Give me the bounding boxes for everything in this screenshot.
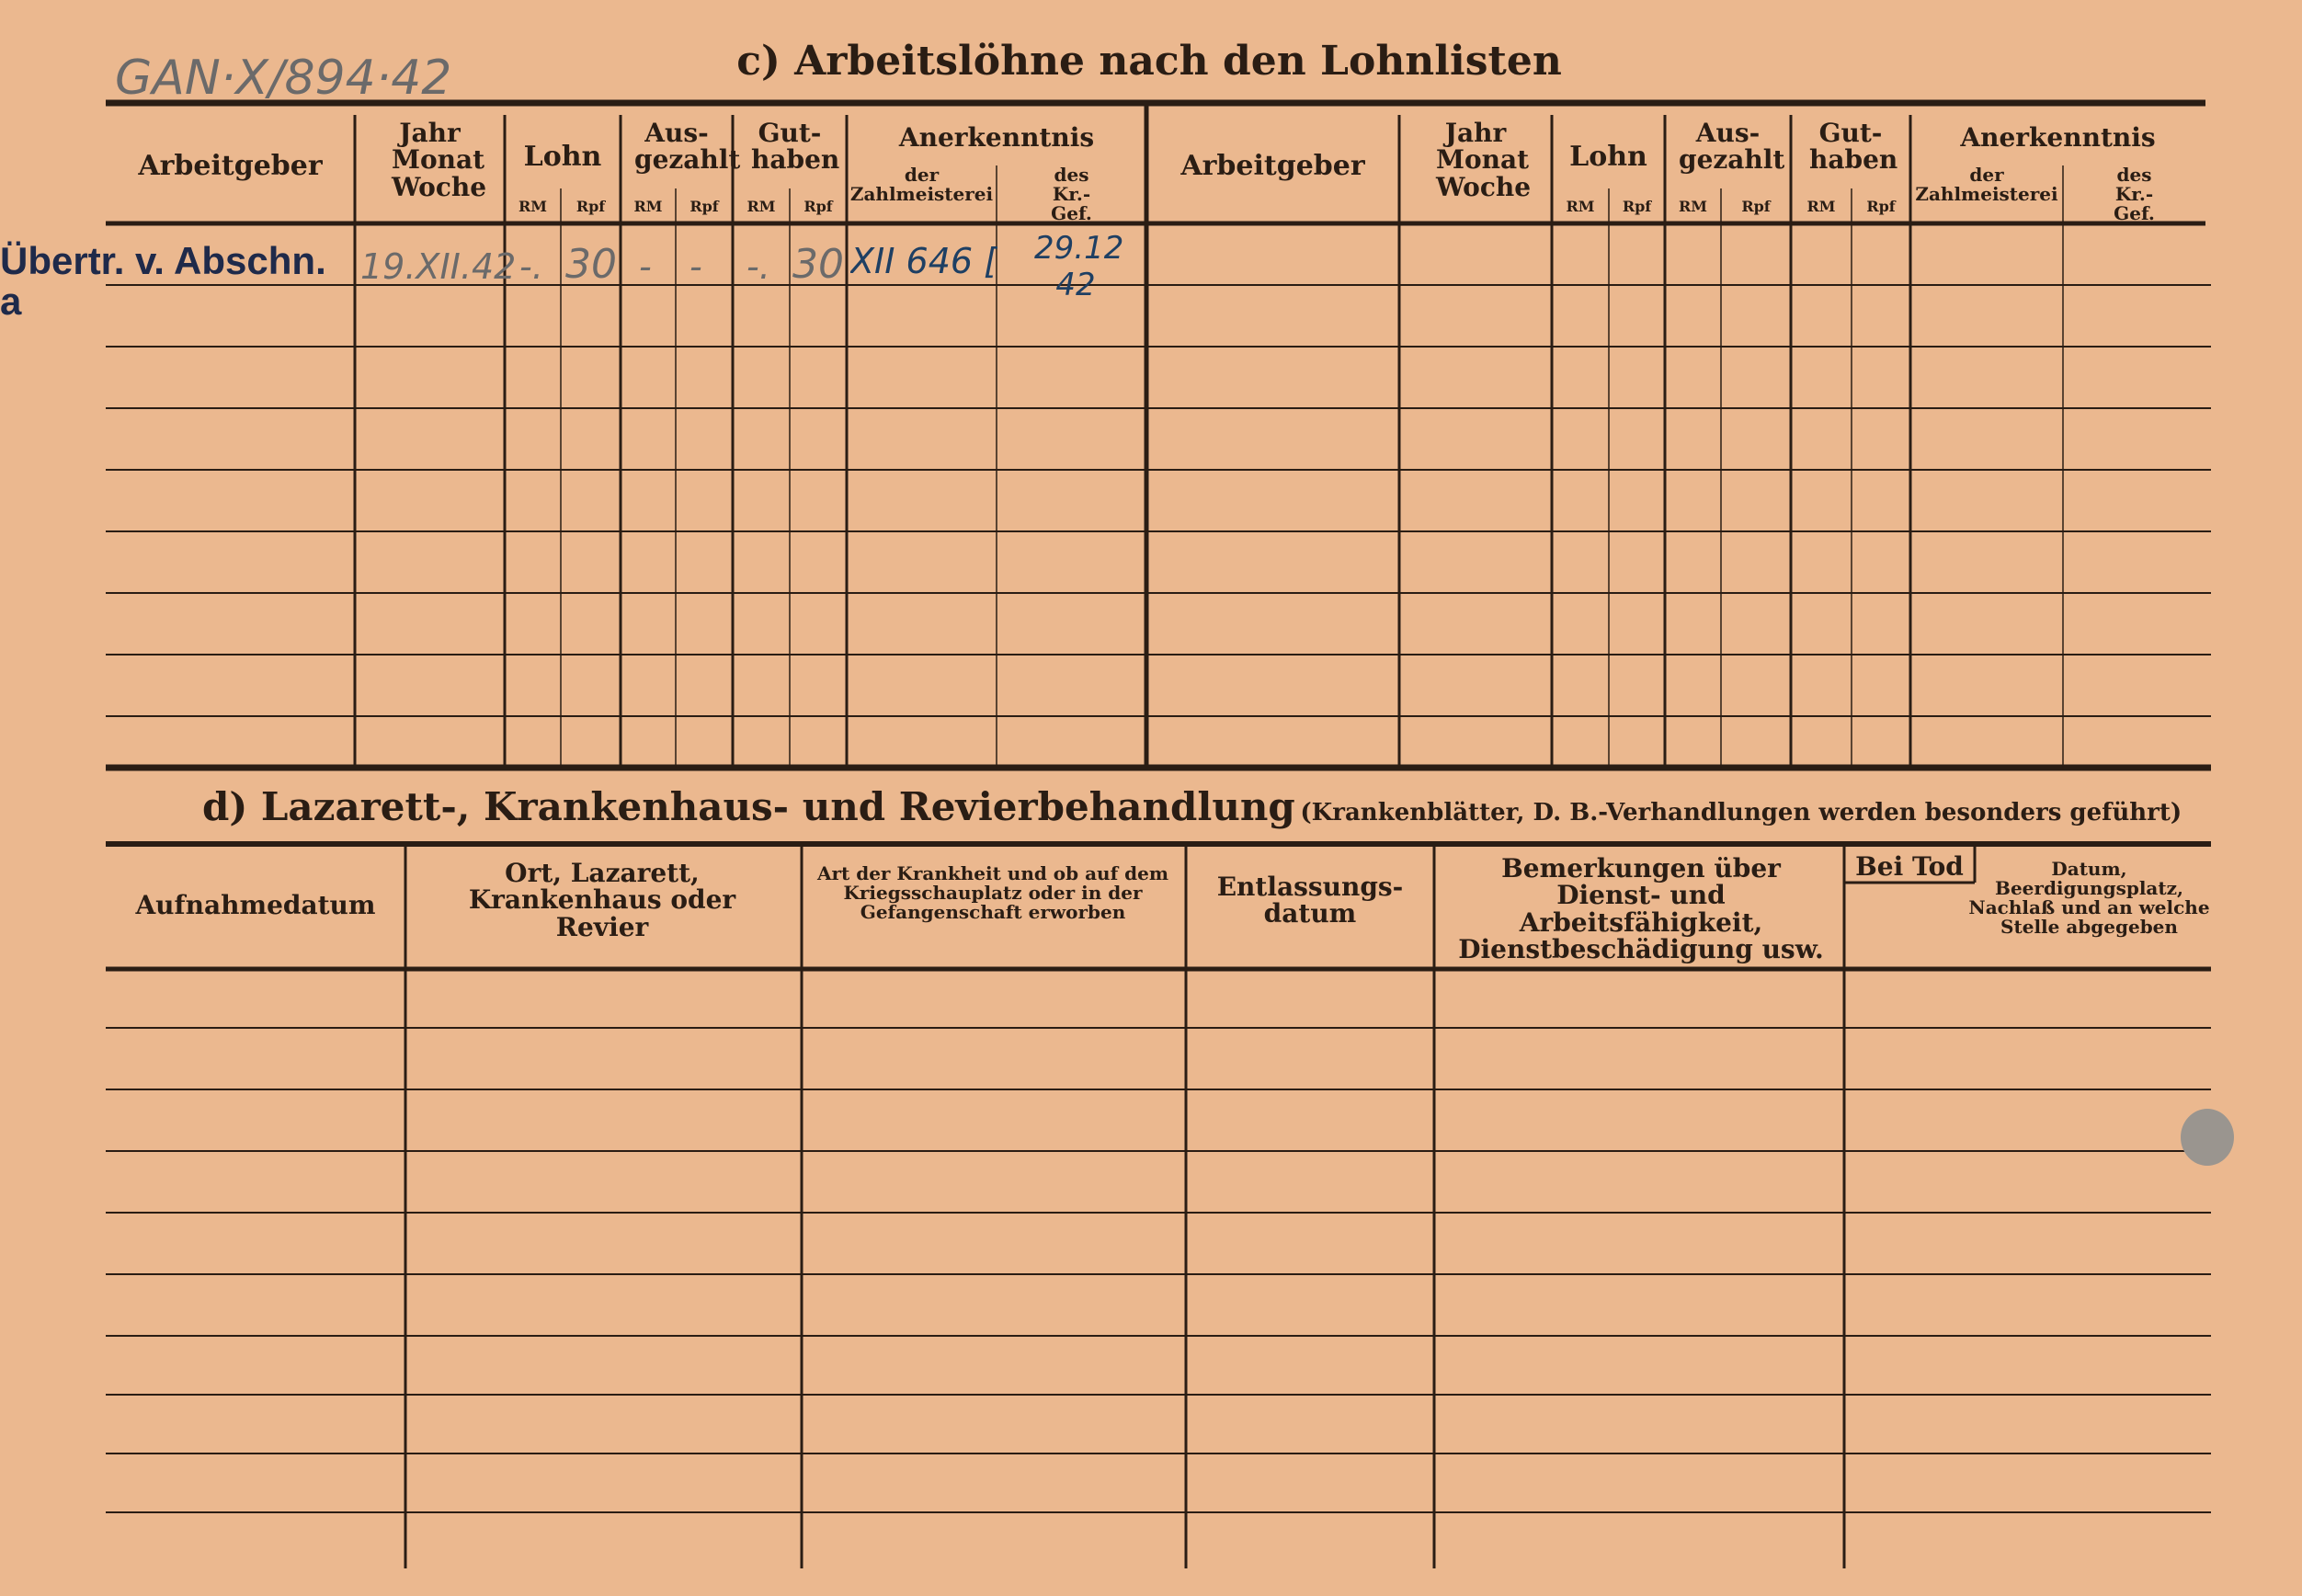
row-arbeitgeber-stamp: Übertr. v. Abschn. a [0,239,326,324]
header-entlassungsdatum: Entlassungs-datum [1216,872,1404,929]
header-rpf: Rpf [689,198,719,215]
row-ausgezahlt-rpf: - [689,246,702,287]
header-bemerkungen: Bemerkungen über Dienst- und Arbeitsfähi… [1458,853,1824,965]
header-der-zahlmeisterei: der Zahlmeisterei [849,164,994,205]
header-rm: RM [633,198,663,215]
row-ausgezahlt-rm: - [639,246,652,287]
header-rm: RM [1566,198,1595,215]
header-anerkenntnis: Anerkenntnis [1960,122,2156,153]
header-bei-tod: Bei Tod [1855,851,1964,882]
header-guthaben: Gut-haben [1809,118,1898,176]
row-lohn-rpf: 30 [565,241,617,288]
section-d-title: d) Lazarett-, Krankenhaus- und Revierbeh… [202,784,2182,829]
header-rm: RM [746,198,776,215]
row-lohn-rm: -. [519,246,543,287]
header-rpf: Rpf [1622,198,1652,215]
section-c-title: c) Arbeitslöhne nach den Lohnlisten [736,38,1562,85]
punch-hole [2181,1109,2234,1166]
row-guthaben-rpf: 30 [792,241,844,288]
header-rpf: Rpf [1866,198,1896,215]
header-rpf: Rpf [803,198,833,215]
header-des-kr-gef: des Kr.-Gef. [2114,164,2155,224]
header-guthaben: Gut-haben [751,118,840,176]
header-arbeitgeber: Arbeitgeber [1180,150,1365,182]
row-guthaben-rm: -. [746,246,770,287]
header-anerkenntnis: Anerkenntnis [898,122,1095,153]
section-d-title-main: d) Lazarett-, Krankenhaus- und Revierbeh… [202,784,1295,829]
header-lohn: Lohn [523,141,602,173]
header-rpf: Rpf [1741,198,1771,215]
row-kr-gef: 29.12 42 [1034,230,1124,303]
header-rpf: Rpf [576,198,606,215]
header-ausgezahlt: Aus-gezahlt [634,118,741,176]
header-des-kr-gef: des Kr.-Gef. [1051,164,1092,224]
header-datum-beerdigung: Datum, Beerdigungsplatz, Nachlaß und an … [1968,858,2210,938]
header-arbeitgeber: Arbeitgeber [138,150,323,182]
header-jahr-monat-woche: Jahr Monat Woche [1436,118,1532,202]
header-ausgezahlt: Aus-gezahlt [1679,118,1785,176]
header-ort: Ort, Lazarett, Krankenhaus oder Revier [468,858,736,942]
header-jahr-monat-woche: Jahr Monat Woche [392,118,487,202]
header-aufnahmedatum: Aufnahmedatum [135,890,376,920]
section-d-subtitle: (Krankenblätter, D. B.-Verhandlungen wer… [1300,799,2182,826]
header-rm: RM [1678,198,1707,215]
header-rm: RM [1806,198,1836,215]
row-date: 19.XII.42 [360,246,517,287]
header-art-der-krankheit: Art der Krankheit und ob auf dem Kriegss… [816,862,1169,923]
row-zahlmeisterei: XII 646 [signature] [850,241,997,281]
reference-number: GAN·X/894·42 [115,51,452,106]
header-rm: RM [518,198,547,215]
header-der-zahlmeisterei: der Zahlmeisterei [1915,164,2058,205]
header-lohn: Lohn [1569,141,1647,173]
